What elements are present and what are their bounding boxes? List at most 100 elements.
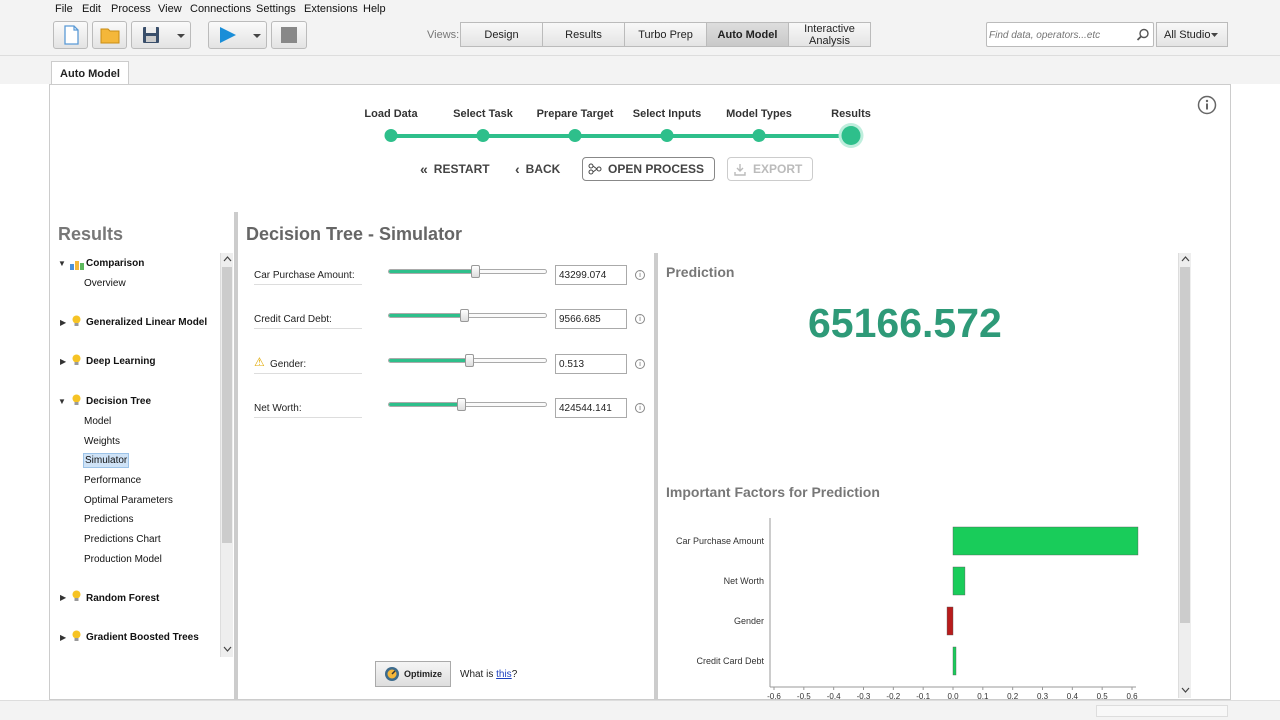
- results-scrollbar[interactable]: [1178, 253, 1191, 698]
- chevron-down-icon: [1211, 33, 1218, 37]
- sidebar-item-simulator[interactable]: Simulator: [83, 453, 130, 468]
- search-icon[interactable]: [1136, 28, 1150, 42]
- step-select-task[interactable]: [476, 129, 490, 142]
- export-button[interactable]: EXPORT: [727, 157, 814, 181]
- splitter-left[interactable]: [234, 212, 238, 700]
- sidebar-item-predictions[interactable]: Predictions: [84, 514, 134, 525]
- step-select-inputs[interactable]: [660, 129, 674, 142]
- studio-dropdown[interactable]: All Studio: [1156, 22, 1228, 47]
- chevron-down-icon[interactable]: [252, 32, 262, 40]
- info-icon[interactable]: [1197, 95, 1217, 115]
- sidebar-group-glm[interactable]: Generalized Linear Model: [86, 317, 208, 328]
- menu-help[interactable]: Help: [363, 3, 386, 15]
- stop-button[interactable]: [271, 21, 307, 49]
- open-button[interactable]: [92, 21, 127, 49]
- sidebar-item-weights[interactable]: Weights: [84, 436, 120, 447]
- sidebar-item-optimal-parameters[interactable]: Optimal Parameters: [84, 495, 173, 506]
- sidebar-group-gbt[interactable]: Gradient Boosted Trees: [86, 632, 199, 643]
- status-progress: [1096, 705, 1228, 717]
- view-design[interactable]: Design: [460, 22, 543, 47]
- stop-icon: [281, 27, 297, 43]
- view-auto-model[interactable]: Auto Model: [706, 22, 789, 47]
- results-scroll-thumb[interactable]: [1180, 267, 1190, 623]
- chart-x-tick-label: -0.6: [767, 692, 781, 700]
- menu-connections[interactable]: Connections: [190, 3, 252, 15]
- menu-settings[interactable]: Settings: [256, 3, 296, 15]
- search-input[interactable]: [989, 27, 1129, 43]
- menu-edit[interactable]: Edit: [82, 3, 101, 15]
- chevron-down-icon[interactable]: [223, 645, 232, 653]
- view-results[interactable]: Results: [542, 22, 625, 47]
- optimize-button[interactable]: Optimize: [375, 661, 451, 687]
- sidebar-item-performance[interactable]: Performance: [84, 475, 142, 486]
- view-interactive-analysis[interactable]: Interactive Analysis: [788, 22, 871, 47]
- step-select-task-label: Select Task: [453, 108, 513, 120]
- input-value-field[interactable]: 0.513: [555, 354, 627, 374]
- step-load-data[interactable]: [384, 129, 398, 142]
- input-value-field[interactable]: 43299.074: [555, 265, 627, 285]
- chevron-down-icon[interactable]: [1181, 686, 1190, 694]
- sidebar-item-overview[interactable]: Overview: [84, 278, 126, 289]
- step-load-data-label: Load Data: [364, 108, 418, 120]
- new-process-button[interactable]: [53, 21, 88, 49]
- chevron-up-icon[interactable]: [1181, 255, 1190, 263]
- chevron-up-icon[interactable]: [223, 255, 232, 263]
- collapse-caret-icon[interactable]: ▶: [60, 357, 67, 366]
- expand-caret-icon[interactable]: ▼: [58, 259, 66, 268]
- input-underline: [254, 417, 362, 418]
- slider-thumb[interactable]: [465, 354, 475, 367]
- search-box[interactable]: [986, 22, 1154, 47]
- sidebar-group-comparison[interactable]: Comparison: [86, 258, 145, 269]
- open-process-button[interactable]: OPEN PROCESS: [582, 157, 716, 181]
- what-is-this-link[interactable]: this: [496, 669, 512, 680]
- tab-auto-model[interactable]: Auto Model: [51, 61, 129, 85]
- expand-caret-icon[interactable]: ▼: [58, 397, 66, 406]
- sidebar-scroll-thumb[interactable]: [222, 267, 232, 543]
- slider-thumb[interactable]: [460, 309, 470, 322]
- sidebar-item-production-model[interactable]: Production Model: [84, 554, 162, 565]
- sidebar-item-predictions-chart[interactable]: Predictions Chart: [84, 534, 161, 545]
- slider-thumb[interactable]: [457, 398, 467, 411]
- run-button[interactable]: [208, 21, 267, 49]
- menu-file[interactable]: File: [55, 3, 73, 15]
- save-button[interactable]: [131, 21, 191, 49]
- sidebar-group-deep-learning[interactable]: Deep Learning: [86, 356, 156, 367]
- input-slider[interactable]: [388, 309, 547, 322]
- menu-view[interactable]: View: [158, 3, 182, 15]
- sidebar-item-model[interactable]: Model: [84, 416, 112, 427]
- step-prepare-target[interactable]: [568, 129, 582, 142]
- input-slider[interactable]: [388, 354, 547, 367]
- collapse-caret-icon[interactable]: ▶: [60, 318, 67, 327]
- collapse-caret-icon[interactable]: ▶: [60, 633, 67, 642]
- input-slider[interactable]: [388, 265, 547, 278]
- back-button[interactable]: ‹ BACK: [515, 158, 560, 180]
- sidebar-group-decision-tree[interactable]: Decision Tree: [86, 396, 152, 407]
- input-value-field[interactable]: 424544.141: [555, 398, 627, 418]
- info-icon[interactable]: i: [635, 403, 645, 413]
- input-slider[interactable]: [388, 398, 547, 411]
- chart-category-label: Car Purchase Amount: [676, 536, 765, 546]
- input-value-field[interactable]: 9566.685: [555, 309, 627, 329]
- chevron-down-icon[interactable]: [176, 32, 186, 40]
- menu-extensions[interactable]: Extensions: [304, 3, 358, 15]
- sidebar-group-random-forest[interactable]: Random Forest: [86, 593, 160, 604]
- chart-x-tick-label: -0.4: [827, 692, 841, 700]
- back-label: BACK: [525, 162, 561, 176]
- info-icon[interactable]: i: [635, 359, 645, 369]
- chart-bar: [952, 646, 957, 676]
- view-turbo-prep[interactable]: Turbo Prep: [624, 22, 707, 47]
- sidebar-scrollbar[interactable]: [220, 253, 233, 657]
- prediction-value: 65166.572: [808, 300, 1002, 346]
- collapse-caret-icon[interactable]: ▶: [60, 593, 67, 602]
- chart-x-tick-label: 0.5: [1097, 692, 1109, 700]
- splitter-middle[interactable]: [654, 253, 658, 700]
- play-icon: [220, 27, 236, 43]
- info-icon[interactable]: i: [635, 270, 645, 280]
- menu-process[interactable]: Process: [111, 3, 151, 15]
- input-underline: [254, 373, 362, 374]
- step-model-types[interactable]: [752, 129, 766, 142]
- info-icon[interactable]: i: [635, 314, 645, 324]
- step-results[interactable]: [841, 126, 861, 145]
- restart-button[interactable]: « RESTART: [420, 158, 490, 180]
- slider-thumb[interactable]: [471, 265, 481, 278]
